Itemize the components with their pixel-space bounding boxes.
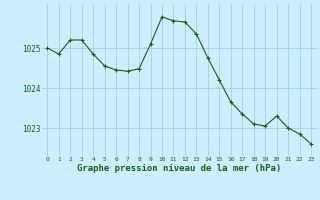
X-axis label: Graphe pression niveau de la mer (hPa): Graphe pression niveau de la mer (hPa) [77,164,281,173]
